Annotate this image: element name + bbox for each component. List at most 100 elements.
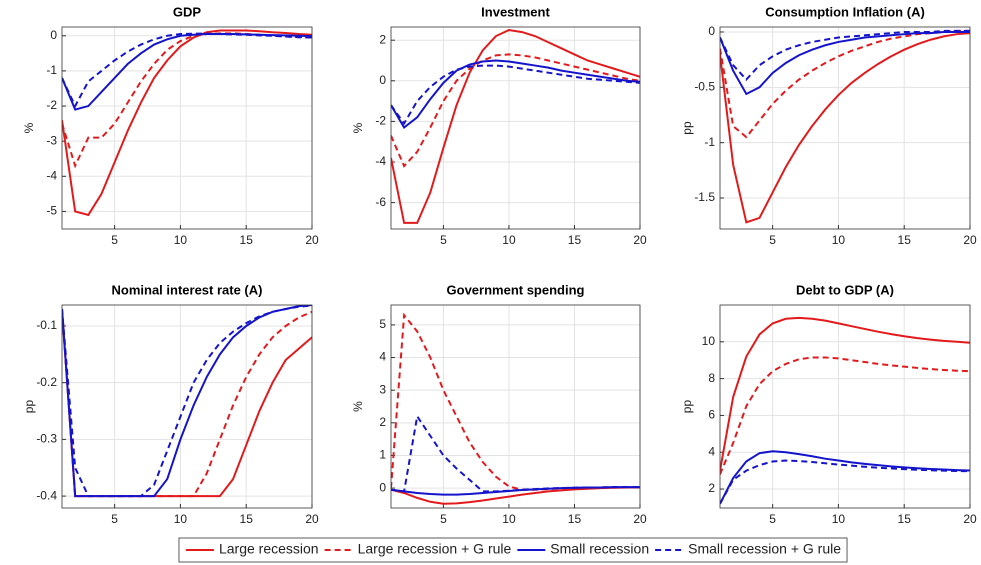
axes-box (390, 304, 641, 509)
y-tick-label: -0.2 (36, 375, 57, 389)
y-tick-label: 0 (379, 480, 386, 494)
x-tick-label: 5 (769, 233, 776, 247)
y-tick-label: 0 (379, 73, 386, 87)
series-line (391, 59, 640, 129)
x-tick-label: 20 (963, 233, 977, 247)
y-tick-label: 4 (708, 444, 715, 458)
y-tick-label: -2 (46, 98, 57, 112)
y-tick-label: 2 (379, 32, 386, 46)
y-tick-label: 3 (379, 382, 386, 396)
x-tick-label: 5 (440, 233, 447, 247)
series-line (391, 312, 640, 491)
x-tick-label: 5 (111, 233, 118, 247)
series-line (391, 29, 640, 224)
x-tick-label: 15 (568, 233, 582, 247)
series-line (391, 413, 640, 493)
plot-area (720, 305, 970, 508)
y-tick-label: 8 (708, 371, 715, 385)
y-tick-label: 4 (379, 350, 386, 364)
axes-box (390, 26, 641, 230)
plot-area (62, 305, 312, 508)
y-axis-label: pp (680, 400, 694, 414)
legend-label: Large recession + G rule (358, 541, 512, 557)
x-tick-label: 20 (305, 512, 319, 526)
x-tick-label: 15 (568, 512, 582, 526)
y-tick-label: -2 (375, 114, 386, 128)
plot-area (720, 27, 970, 229)
series-line (720, 316, 970, 471)
series-line (62, 32, 312, 109)
legend-label: Small recession + G rule (688, 541, 841, 557)
x-tick-label: 20 (963, 512, 977, 526)
x-tick-label: 5 (111, 512, 118, 526)
x-tick-label: 10 (832, 512, 846, 526)
series-line (720, 356, 970, 475)
series-line (62, 29, 312, 217)
y-axis-label: % (351, 401, 365, 412)
y-axis-label: % (22, 122, 36, 133)
y-tick-label: 6 (708, 408, 715, 422)
y-tick-label: -0.1 (36, 318, 57, 332)
y-tick-label: -5 (46, 204, 57, 218)
series-line (720, 30, 970, 96)
x-tick-label: 20 (305, 233, 319, 247)
legend-box (178, 537, 848, 563)
x-tick-label: 5 (769, 512, 776, 526)
legend-label: Large recession (219, 541, 319, 557)
axes-box (61, 26, 313, 230)
plot-area (62, 27, 312, 229)
plot-area (391, 27, 640, 229)
x-tick-label: 15 (898, 233, 912, 247)
x-tick-label: 5 (440, 512, 447, 526)
y-tick-label: 10 (702, 334, 716, 348)
x-tick-label: 15 (898, 512, 912, 526)
plot-area (391, 305, 640, 508)
series-line (391, 64, 640, 126)
y-tick-label: 1 (379, 448, 386, 462)
x-tick-label: 10 (174, 233, 188, 247)
legend-label: Small recession (550, 541, 649, 557)
y-tick-label: -4 (46, 168, 57, 182)
x-tick-label: 15 (240, 233, 254, 247)
y-tick-label: -1.5 (694, 190, 715, 204)
y-axis-label: pp (680, 121, 694, 135)
y-tick-label: 2 (708, 481, 715, 495)
x-tick-label: 15 (240, 512, 254, 526)
axes-box (719, 304, 971, 509)
y-tick-label: -1 (46, 63, 57, 77)
x-tick-label: 10 (174, 512, 188, 526)
x-tick-label: 10 (502, 233, 516, 247)
chart-title: Nominal interest rate (A) (112, 282, 263, 297)
y-tick-label: 5 (379, 317, 386, 331)
chart-title: Government spending (447, 282, 585, 297)
x-tick-label: 10 (832, 233, 846, 247)
series-line (62, 305, 312, 498)
y-tick-label: -0.5 (694, 79, 715, 93)
chart-title: Investment (481, 4, 550, 19)
x-tick-label: 20 (633, 233, 647, 247)
chart-title: Debt to GDP (A) (796, 282, 894, 297)
series-line (391, 53, 640, 168)
chart-title: GDP (173, 4, 202, 19)
y-tick-label: 2 (379, 415, 386, 429)
series-line (720, 450, 970, 505)
chart-title: Consumption Inflation (A) (765, 4, 925, 19)
x-tick-label: 20 (633, 512, 647, 526)
series-line (62, 308, 312, 498)
y-axis-label: pp (22, 400, 36, 414)
x-tick-label: 10 (502, 512, 516, 526)
y-tick-label: -0.4 (36, 488, 57, 502)
y-tick-label: -0.3 (36, 432, 57, 446)
series-line (720, 459, 970, 505)
y-tick-label: -3 (46, 133, 57, 147)
y-tick-label: -6 (375, 195, 386, 209)
y-tick-label: -1 (704, 135, 715, 149)
series-line (720, 29, 970, 82)
y-tick-label: 0 (708, 24, 715, 38)
axes-box (61, 304, 313, 509)
series-line (720, 32, 970, 224)
y-axis-label: % (351, 122, 365, 133)
axes-box (719, 26, 971, 230)
y-tick-label: 0 (50, 28, 57, 42)
